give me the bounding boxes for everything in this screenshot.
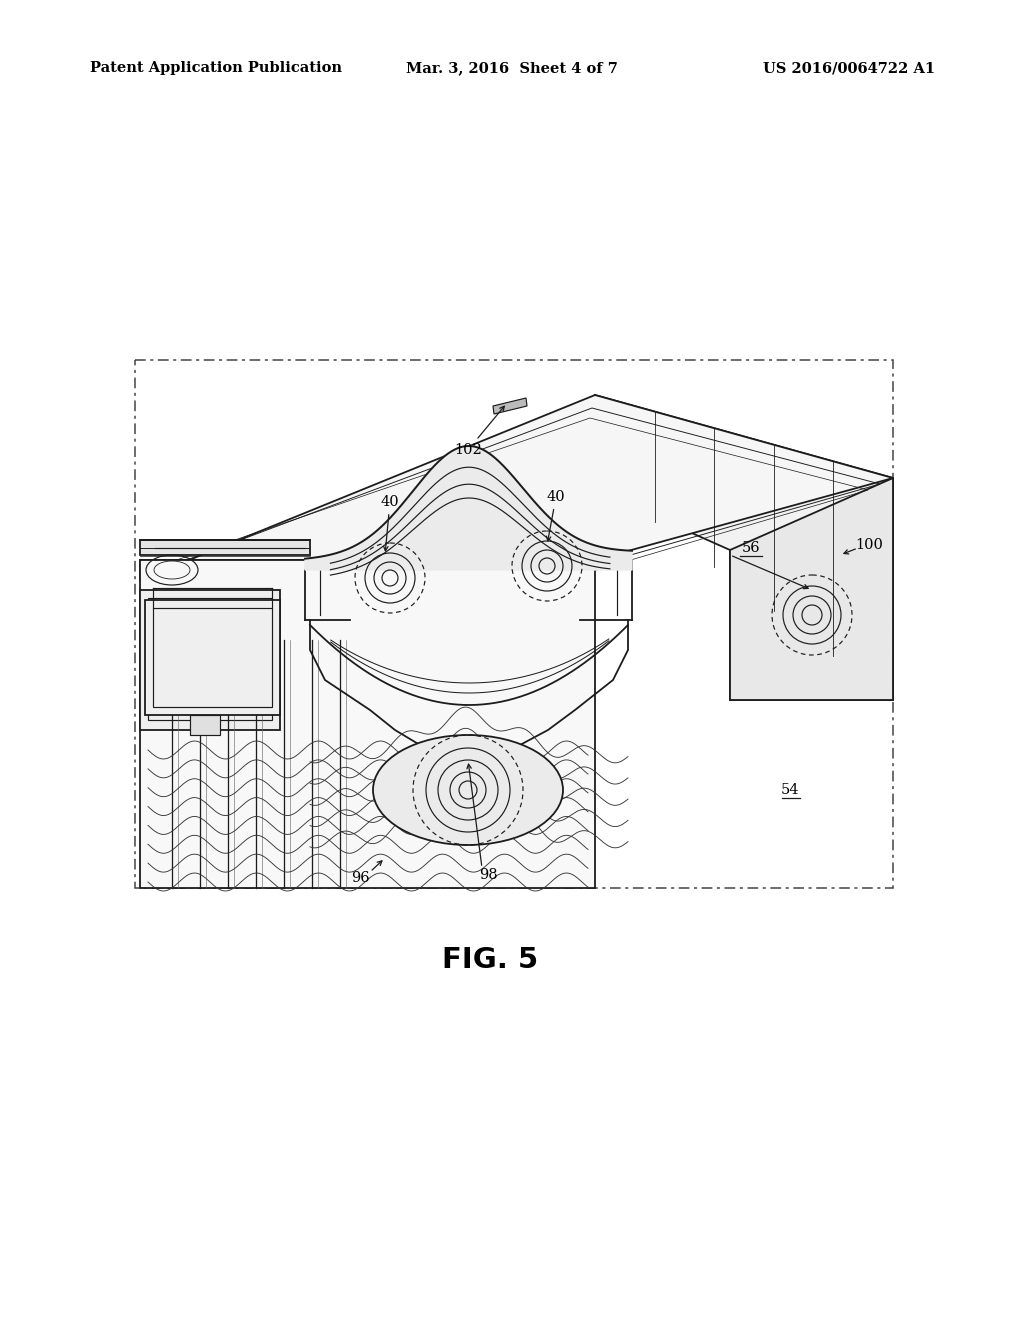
Text: 56: 56 xyxy=(742,541,761,554)
Polygon shape xyxy=(190,715,220,735)
Text: US 2016/0064722 A1: US 2016/0064722 A1 xyxy=(763,61,935,75)
Text: 96: 96 xyxy=(350,871,370,884)
Polygon shape xyxy=(140,590,280,730)
Ellipse shape xyxy=(373,735,563,845)
Polygon shape xyxy=(140,560,595,888)
Text: 40: 40 xyxy=(547,490,565,541)
Polygon shape xyxy=(145,601,280,715)
Text: 40: 40 xyxy=(381,495,399,550)
Polygon shape xyxy=(140,540,310,554)
Polygon shape xyxy=(305,446,632,570)
Text: 98: 98 xyxy=(478,869,498,882)
Text: Mar. 3, 2016  Sheet 4 of 7: Mar. 3, 2016 Sheet 4 of 7 xyxy=(407,61,617,75)
Polygon shape xyxy=(595,395,893,700)
Text: 102: 102 xyxy=(454,407,505,457)
Polygon shape xyxy=(140,395,893,579)
Text: FIG. 5: FIG. 5 xyxy=(442,946,538,974)
Polygon shape xyxy=(730,478,893,700)
Bar xyxy=(135,360,893,888)
Polygon shape xyxy=(493,399,527,414)
Text: 100: 100 xyxy=(855,539,883,552)
Text: Patent Application Publication: Patent Application Publication xyxy=(90,61,342,75)
Text: 54: 54 xyxy=(780,783,800,797)
